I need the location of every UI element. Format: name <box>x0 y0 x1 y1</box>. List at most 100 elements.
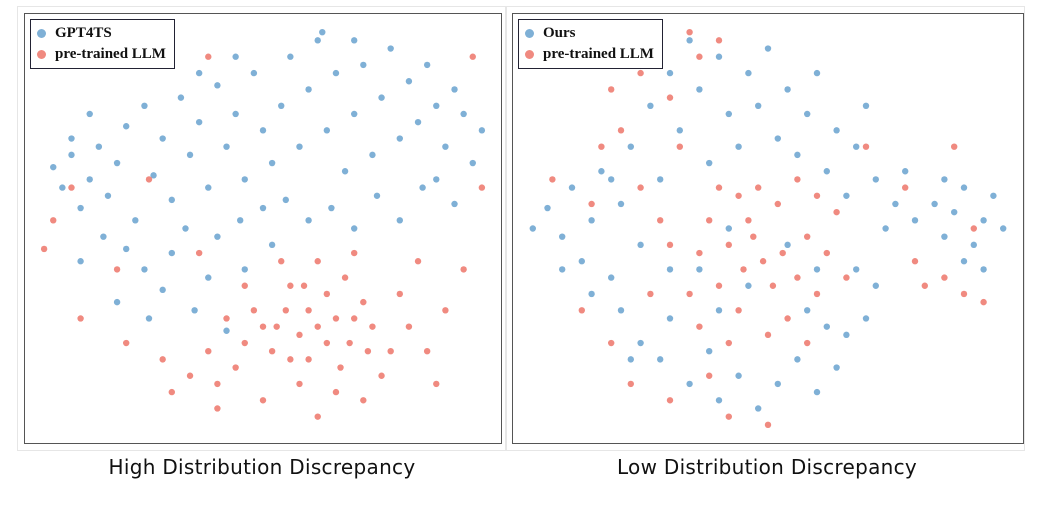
point-blue <box>1000 225 1007 232</box>
point-blue <box>328 204 335 212</box>
point-blue <box>608 176 615 183</box>
scatter-plot-low-discrepancy: Ours pre-trained LLM <box>512 13 1024 444</box>
point-blue <box>666 69 674 77</box>
point-blue <box>960 258 968 265</box>
point-red <box>442 307 449 314</box>
point-red <box>774 200 781 208</box>
point-red <box>195 249 203 257</box>
point-blue <box>637 339 644 347</box>
point-red <box>364 348 372 355</box>
point-blue <box>214 82 221 89</box>
point-blue <box>960 184 968 191</box>
point-red <box>725 241 732 249</box>
right-figure-frame <box>505 6 1025 451</box>
point-blue <box>182 225 189 232</box>
point-red <box>804 339 811 347</box>
point-red <box>764 421 772 429</box>
point-red <box>715 37 723 44</box>
point-blue <box>774 380 781 388</box>
point-red <box>50 217 57 224</box>
point-blue <box>715 53 723 60</box>
point-blue <box>50 163 57 171</box>
point-red <box>833 208 840 216</box>
point-red <box>296 331 303 339</box>
point-blue <box>414 118 422 126</box>
point-blue <box>351 110 358 118</box>
point-red <box>578 307 585 314</box>
point-blue <box>278 102 285 110</box>
scatter-plot-high-discrepancy: GPT4TS pre-trained LLM <box>24 13 502 444</box>
point-red <box>460 266 467 273</box>
point-blue <box>725 110 732 118</box>
point-red <box>259 323 267 330</box>
point-red <box>755 184 762 191</box>
point-blue <box>282 196 289 204</box>
point-blue <box>862 315 870 322</box>
point-blue <box>755 102 762 110</box>
point-red <box>843 274 850 281</box>
point-blue <box>559 266 566 273</box>
legend-marker-red <box>37 50 46 59</box>
point-red <box>696 249 703 257</box>
point-red <box>725 339 732 347</box>
point-red <box>549 176 556 183</box>
point-blue <box>123 245 130 253</box>
point-red <box>282 307 289 314</box>
point-blue <box>123 123 130 130</box>
point-blue <box>159 286 166 294</box>
point-blue <box>774 135 781 142</box>
point-blue <box>735 143 742 150</box>
point-blue <box>132 217 139 224</box>
point-blue <box>396 217 403 224</box>
point-blue <box>77 204 84 212</box>
point-red <box>469 53 476 60</box>
point-red <box>214 380 221 388</box>
legend: Ours pre-trained LLM <box>518 19 663 69</box>
point-blue <box>296 143 303 150</box>
point-blue <box>469 159 476 167</box>
point-red <box>378 372 385 379</box>
point-blue <box>833 364 840 371</box>
point-red <box>666 241 674 249</box>
legend-item: pre-trained LLM <box>525 44 654 65</box>
point-red <box>759 258 767 265</box>
point-blue <box>113 298 121 306</box>
point-blue <box>568 184 576 191</box>
point-blue <box>145 315 153 322</box>
point-red <box>241 282 248 289</box>
point-red <box>608 86 615 93</box>
point-blue <box>369 151 376 159</box>
point-red <box>268 348 276 355</box>
point-blue <box>725 225 732 232</box>
point-blue <box>931 200 938 208</box>
point-red <box>351 315 358 322</box>
point-red <box>205 348 212 355</box>
point-red <box>168 388 175 396</box>
point-blue <box>696 266 703 273</box>
point-blue <box>617 200 625 208</box>
point-red <box>657 217 664 224</box>
point-blue <box>706 348 713 355</box>
point-blue <box>104 192 112 199</box>
point-blue <box>323 127 331 134</box>
point-blue <box>813 388 821 396</box>
point-blue <box>696 86 703 93</box>
point-blue <box>804 110 811 118</box>
chart-title-right: Low Distribution Discrepancy <box>616 455 918 479</box>
point-blue <box>259 127 267 134</box>
legend: GPT4TS pre-trained LLM <box>30 19 175 69</box>
point-blue <box>862 102 870 110</box>
point-red <box>273 323 280 330</box>
point-blue <box>186 151 194 159</box>
point-red <box>823 249 830 257</box>
point-red <box>296 380 303 388</box>
point-red <box>804 233 811 240</box>
point-red <box>113 266 121 273</box>
point-blue <box>784 86 791 93</box>
chart-title-left: High Distribution Discrepancy <box>108 455 416 479</box>
point-red <box>902 184 909 191</box>
point-red <box>223 315 230 322</box>
point-blue <box>980 217 987 224</box>
point-red <box>341 274 349 281</box>
point-blue <box>319 28 326 36</box>
